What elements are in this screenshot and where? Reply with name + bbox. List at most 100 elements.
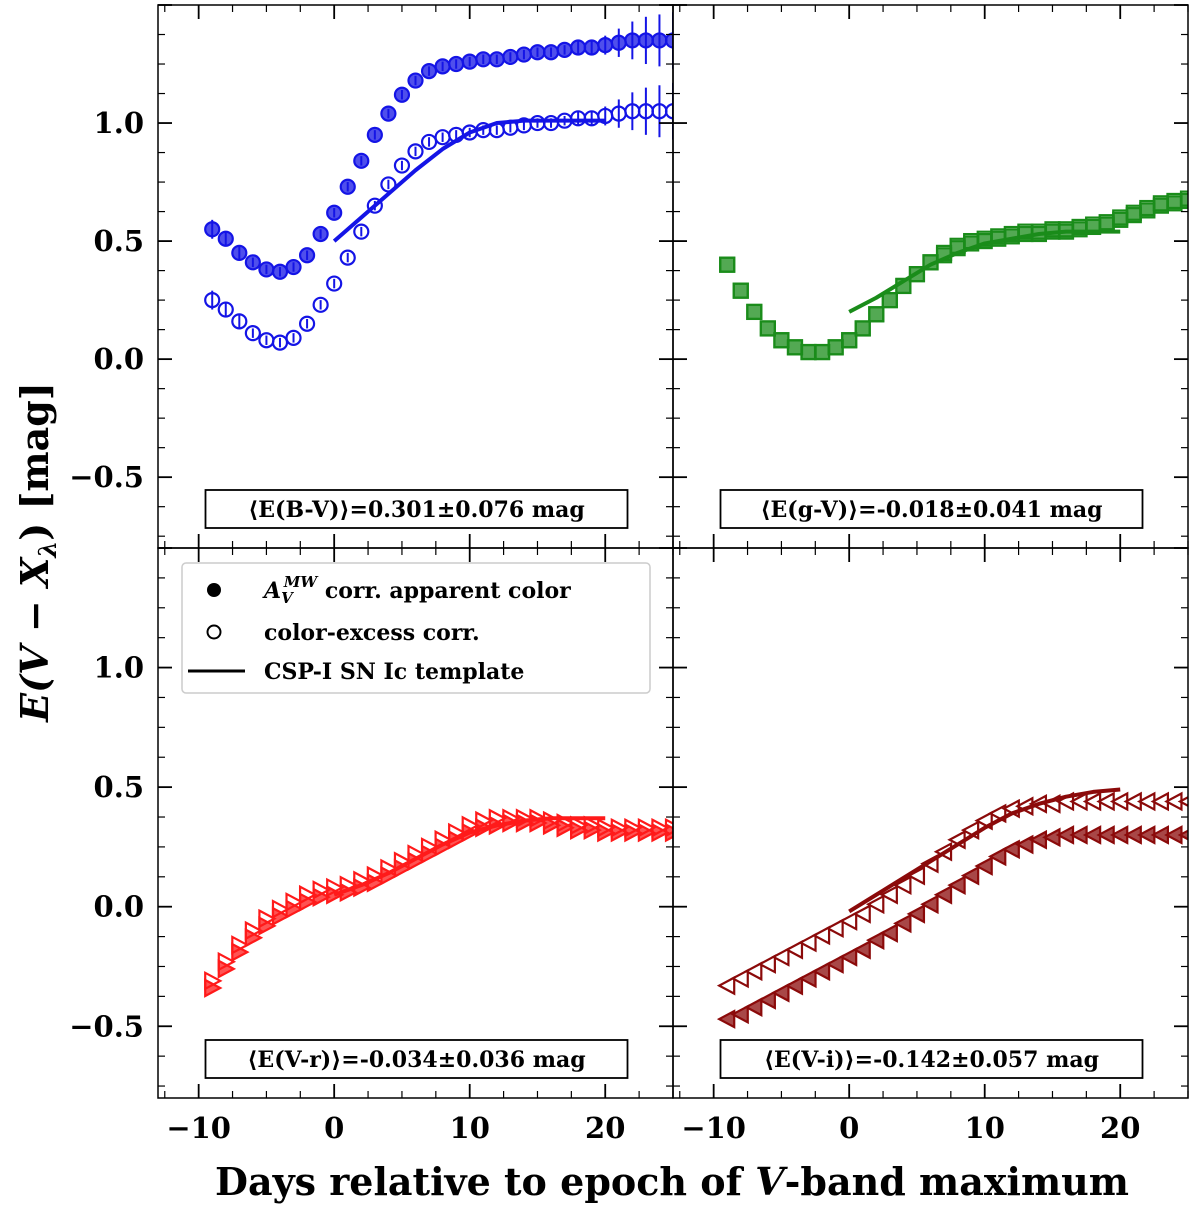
data-point-open xyxy=(407,143,424,160)
data-point-filled xyxy=(879,923,898,943)
data-point-filled xyxy=(204,221,221,238)
data-point-filled xyxy=(529,44,546,61)
data-point-filled xyxy=(813,343,831,361)
data-point-filled xyxy=(231,244,248,261)
data-point-filled xyxy=(407,72,424,89)
template-line xyxy=(848,229,1121,314)
data-point-filled xyxy=(841,332,858,349)
data-point-filled xyxy=(1001,839,1020,860)
annotation-bottom-right: ⟨E(V-i)⟩=-0.142±0.057 mag xyxy=(719,1039,1144,1079)
ticks-bottom-left xyxy=(158,547,674,1098)
y-axis-title-suffix: ) [mag] xyxy=(12,382,57,541)
data-point-filled xyxy=(960,865,980,886)
plot-area-top-left xyxy=(204,12,673,351)
data-point-filled xyxy=(637,32,654,49)
data-point-filled xyxy=(448,55,465,73)
data-point-open xyxy=(285,329,302,346)
series-apparent-bottom-right xyxy=(716,825,1188,1029)
data-point-open xyxy=(312,296,329,313)
data-point-filled xyxy=(651,32,668,49)
x-axis-title-prefix: Days relative to epoch of xyxy=(215,1159,755,1204)
y-tick-label: −0.5 xyxy=(69,460,144,494)
data-point-open xyxy=(258,908,277,929)
y-axis-title-minus: − xyxy=(12,587,57,645)
data-point-open xyxy=(583,815,603,836)
data-point-open xyxy=(759,320,776,337)
data-point-open xyxy=(757,954,776,974)
x-axis-title-v: V xyxy=(755,1159,788,1204)
data-point-open xyxy=(664,103,673,120)
data-point-open xyxy=(217,951,237,972)
data-point-filled xyxy=(461,53,478,70)
series-excess-top-left xyxy=(204,82,673,351)
data-point-open xyxy=(244,325,261,342)
data-point-filled xyxy=(730,1004,749,1025)
data-point-filled xyxy=(854,320,871,337)
data-point-open xyxy=(366,197,383,214)
series-excess-bottom-right xyxy=(716,791,1188,996)
data-point-filled xyxy=(475,51,492,68)
data-point-filled xyxy=(865,930,885,951)
x-tick-label: 10 xyxy=(965,1111,1005,1145)
x-tick-label: 0 xyxy=(839,1111,859,1145)
x-axis-title-suffix: -band maximum xyxy=(785,1159,1129,1204)
panel-top-right: ⟨E(g-V)⟩=-0.018±0.041 mag xyxy=(672,4,1189,549)
template-line xyxy=(848,787,1121,914)
y-tick-label: 1.0 xyxy=(94,651,144,685)
data-point-open xyxy=(339,249,356,266)
data-point-filled xyxy=(920,894,939,915)
data-point-filled xyxy=(974,856,993,876)
data-point-filled xyxy=(420,63,438,80)
data-point-open xyxy=(811,925,831,946)
y-axis-title-prefix: E( xyxy=(12,673,57,723)
data-point-filled xyxy=(852,939,871,960)
data-point-open xyxy=(771,947,790,967)
legend-open-marker xyxy=(206,624,222,640)
data-point-filled xyxy=(784,975,804,996)
data-point-filled xyxy=(339,178,356,195)
data-point-open xyxy=(217,301,234,318)
x-tick-label: 20 xyxy=(1100,1111,1140,1145)
legend-open-label: color-excess corr. xyxy=(264,620,480,646)
data-point-filled xyxy=(786,339,804,356)
template-line xyxy=(333,816,606,897)
x-tick-label: 20 xyxy=(585,1111,625,1145)
data-point-filled xyxy=(759,320,776,337)
ticks-bottom-right xyxy=(673,547,1189,1098)
annotation-frame xyxy=(719,489,1144,529)
y-axis-title-x: X xyxy=(12,556,57,589)
panel-frame xyxy=(672,4,1189,549)
annotation-frame xyxy=(204,1039,629,1079)
data-point-filled xyxy=(353,152,370,169)
data-point-filled xyxy=(906,904,926,924)
panel-frame xyxy=(672,547,1189,1099)
data-point-open xyxy=(865,894,885,915)
x-tick-label: 0 xyxy=(324,1111,344,1145)
legend-filled-label-A: A xyxy=(262,578,281,604)
series-template-bottom-left xyxy=(333,816,606,897)
series-excess-top-right xyxy=(719,190,1188,361)
data-point-filled xyxy=(624,32,641,49)
annotation-text: ⟨E(B-V)⟩=0.301±0.076 mag xyxy=(248,497,585,523)
series-apparent-top-right xyxy=(719,192,1188,361)
data-point-filled xyxy=(811,961,831,982)
series-template-top-left xyxy=(332,118,606,243)
series-excess-bottom-left xyxy=(204,808,673,991)
data-point-filled xyxy=(719,256,736,273)
data-point-filled xyxy=(570,39,587,56)
data-point-filled xyxy=(271,263,289,280)
data-point-open xyxy=(298,315,316,332)
data-point-filled xyxy=(583,39,600,56)
x-axis-title: Days relative to epoch of V-band maximum xyxy=(215,1159,1129,1204)
data-point-open xyxy=(637,817,657,838)
y-axis-title: E(V − Xλ) [mag] xyxy=(12,382,62,723)
data-point-filled xyxy=(244,254,261,271)
data-point-open xyxy=(610,817,630,838)
data-point-filled xyxy=(610,34,627,51)
data-point-open xyxy=(298,884,318,905)
x-tick-label: −10 xyxy=(681,1111,746,1145)
legend-filled-label: AVMW corr. apparent color xyxy=(262,573,571,607)
data-point-open xyxy=(231,935,250,955)
data-point-open xyxy=(893,875,912,896)
data-point-filled xyxy=(868,306,885,323)
